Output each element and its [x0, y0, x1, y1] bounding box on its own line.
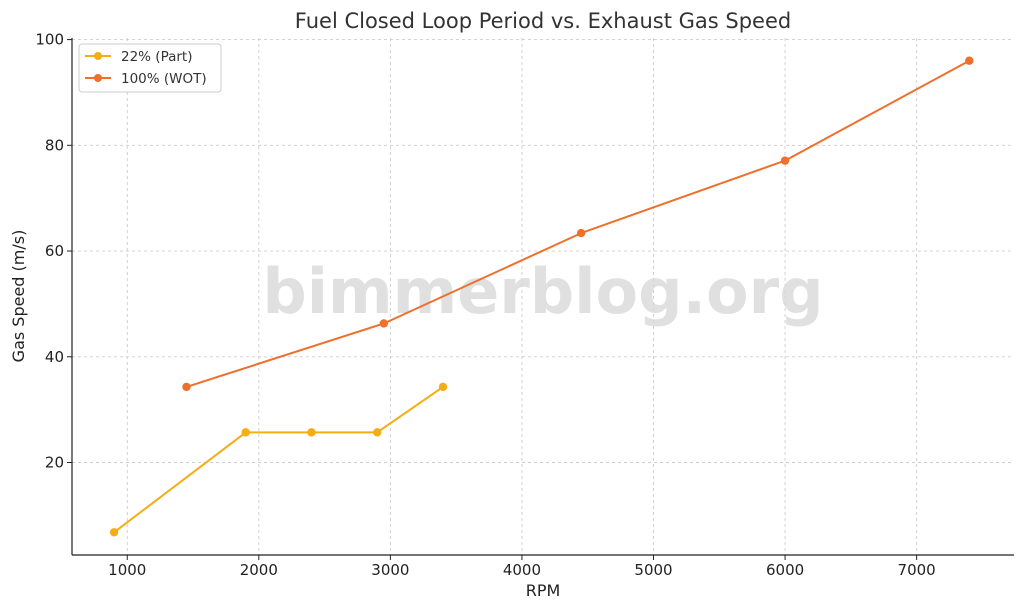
- x-tick-label: 7000: [898, 561, 936, 579]
- y-ticks: 20 40 60 80 100: [35, 31, 72, 471]
- data-point: [576, 228, 586, 238]
- watermark: bimmerblog.org: [262, 255, 823, 328]
- data-point: [109, 528, 119, 537]
- series-2: [182, 56, 974, 392]
- axes: [71, 38, 1014, 556]
- legend-item: 100% (WOT): [85, 71, 207, 87]
- x-tick-label: 2000: [240, 561, 278, 579]
- data-point: [438, 382, 448, 392]
- y-tick-label: 100: [35, 31, 64, 49]
- data-point: [307, 428, 316, 437]
- series-line: [186, 59, 970, 388]
- legend: 22% (Part) 100% (WOT): [78, 43, 222, 93]
- y-tick-label: 20: [45, 453, 64, 471]
- data-point: [780, 156, 790, 165]
- y-axis-label: Gas Speed (m/s): [9, 230, 28, 363]
- x-tick-label: 3000: [371, 561, 409, 579]
- legend-label: 100% (WOT): [121, 71, 207, 87]
- series-layer: [109, 56, 974, 537]
- legend-box: [78, 43, 222, 93]
- x-tick-label: 1000: [108, 561, 146, 579]
- data-point: [379, 319, 389, 328]
- legend-swatch-marker: [94, 52, 102, 60]
- series-line: [113, 386, 444, 534]
- y-tick-label: 80: [45, 136, 64, 154]
- data-point: [965, 56, 974, 65]
- legend-swatch-marker: [94, 74, 102, 82]
- x-ticks: 1000 2000 3000 4000 5000 6000 7000: [108, 555, 936, 579]
- y-tick-label: 40: [45, 348, 64, 366]
- x-tick-label: 6000: [766, 561, 804, 579]
- series-1: [109, 382, 448, 537]
- data-point: [241, 428, 250, 437]
- y-tick-label: 60: [45, 242, 64, 260]
- data-point: [182, 382, 191, 392]
- legend-label: 22% (Part): [121, 49, 192, 65]
- chart-title: Fuel Closed Loop Period vs. Exhaust Gas …: [295, 9, 791, 33]
- legend-item: 22% (Part): [85, 49, 192, 65]
- x-axis-label: RPM: [526, 581, 561, 600]
- x-tick-label: 5000: [634, 561, 672, 579]
- x-tick-label: 4000: [503, 561, 541, 579]
- data-point: [373, 428, 382, 437]
